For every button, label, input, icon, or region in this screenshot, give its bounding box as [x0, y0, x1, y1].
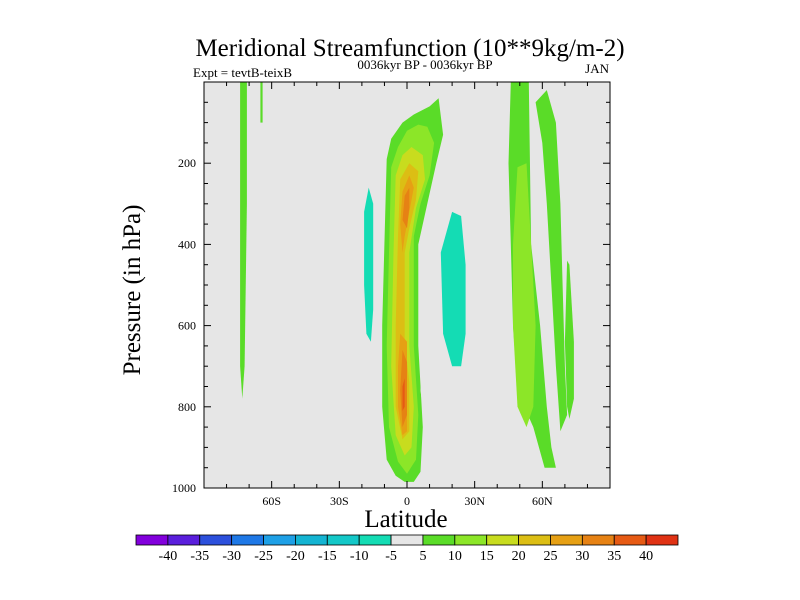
- contour-dark-orange-upper-core: [402, 187, 410, 229]
- y-tick-label: 800: [178, 400, 196, 414]
- colorbar-label: -35: [190, 549, 209, 564]
- y-axis-ticks: 200 400 600 800 1000: [172, 81, 610, 495]
- y-axis-label: Pressure (in hPa): [119, 205, 146, 376]
- contour-green-strip-65s: [260, 82, 263, 123]
- colorbar-swatch: [231, 534, 264, 546]
- contour-cyan-cell-north-core: [440, 211, 466, 367]
- plot-area: 60S 30S 0 30N 60N 200 400 600 800 1000: [172, 81, 611, 508]
- x-tick-label: 30S: [330, 494, 349, 508]
- y-tick-label: 400: [178, 237, 196, 251]
- colorbar-swatch: [135, 534, 169, 546]
- contour-green-strip-70s: [240, 82, 247, 399]
- contour-cyan-cell-south-core: [364, 187, 374, 342]
- colorbar-label: -40: [159, 549, 178, 564]
- contour-regions: [240, 82, 574, 482]
- y-tick-label: 200: [178, 156, 196, 170]
- x-tick-label: 60S: [262, 494, 281, 508]
- colorbar-swatch: [645, 534, 679, 546]
- y-tick-label: 600: [178, 319, 196, 333]
- x-tick-label: 0: [404, 494, 410, 508]
- colorbar: -40 -35 -30 -25 -20 -15 -10 -5 5 10 15 20 25 30 35 40: [135, 534, 679, 564]
- experiment-label: Expt = tevtB-teixB: [193, 65, 292, 80]
- x-tick-label: 30N: [464, 494, 485, 508]
- contour-green-far-north: [564, 260, 574, 419]
- colorbar-swatch: [167, 534, 201, 546]
- colorbar-swatch: [199, 534, 233, 546]
- chart-title: Meridional Streamfunction (10**9kg/m-2): [195, 35, 624, 62]
- contour-red-lower-core: [402, 378, 405, 411]
- contour-yellow-green-north: [513, 163, 536, 428]
- colorbar-swatch: [454, 534, 488, 546]
- colorbar-swatch: [390, 534, 424, 546]
- colorbar-label: 30: [575, 549, 589, 564]
- colorbar-swatch: [358, 534, 392, 546]
- x-axis-label: Latitude: [364, 506, 447, 533]
- colorbar-swatch: [613, 534, 647, 546]
- colorbar-label: -5: [385, 549, 397, 564]
- month-label: JAN: [585, 61, 609, 76]
- y-tick-label: 1000: [172, 481, 196, 495]
- colorbar-swatch: [486, 534, 519, 546]
- colorbar-label: 5: [419, 549, 426, 564]
- colorbar-label: 15: [480, 549, 494, 564]
- contour-green-60n-arc: [535, 90, 568, 432]
- colorbar-swatch: [550, 534, 583, 546]
- colorbar-label: 25: [543, 549, 557, 564]
- colorbar-swatch: [581, 534, 615, 546]
- contour-cyan-strip-64s: [258, 82, 268, 460]
- colorbar-swatch: [263, 534, 296, 546]
- colorbar-label: -20: [286, 549, 305, 564]
- colorbar-label: -10: [350, 549, 369, 564]
- colorbar-swatch: [295, 534, 328, 546]
- colorbar-swatch: [518, 534, 551, 546]
- colorbar-label: -15: [318, 549, 337, 564]
- contour-cyan-north-sliver: [485, 90, 491, 180]
- colorbar-label: 40: [639, 549, 653, 564]
- colorbar-label: 20: [512, 549, 526, 564]
- time-period-label: 0036kyr BP - 0036kyr BP: [357, 57, 492, 72]
- x-axis-ticks: 60S 30S 0 30N 60N: [203, 82, 611, 508]
- colorbar-swatch: [326, 534, 360, 546]
- colorbar-label: -30: [222, 549, 241, 564]
- colorbar-swatch: [422, 534, 456, 546]
- colorbar-label: -25: [254, 549, 273, 564]
- colorbar-label: 35: [607, 549, 621, 564]
- colorbar-label: 10: [448, 549, 462, 564]
- x-tick-label: 60N: [532, 494, 553, 508]
